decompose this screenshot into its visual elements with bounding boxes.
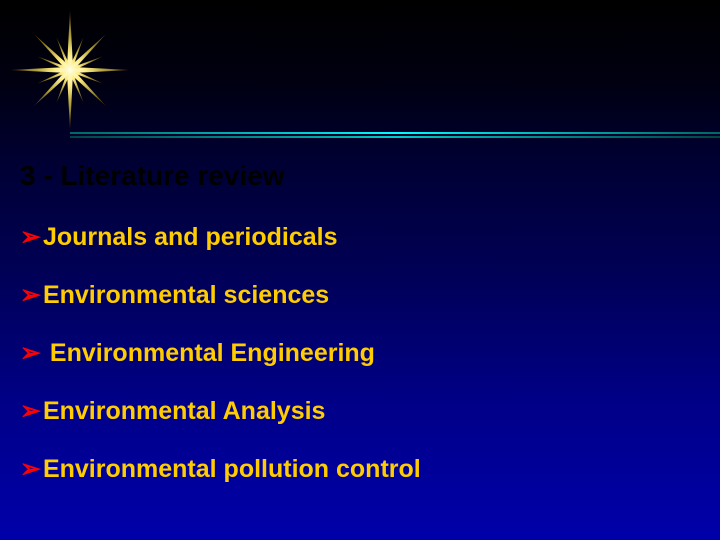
bullet-leading-space	[43, 339, 50, 368]
bullet-arrow-icon: ➢	[20, 396, 41, 426]
bullet-arrow-icon: ➢	[20, 222, 41, 252]
bullet-text: Journals and periodicals	[43, 223, 338, 252]
starburst-decoration	[10, 10, 130, 130]
bullet-text: Environmental Engineering	[50, 339, 375, 368]
bullet-text: Environmental pollution control	[43, 455, 421, 484]
list-item: ➢ Environmental Engineering	[20, 338, 700, 368]
bullet-arrow-icon: ➢	[20, 454, 41, 484]
list-item: ➢ Journals and periodicals	[20, 222, 700, 252]
slide-title: 3 - Literature review	[20, 160, 700, 192]
title-text: 3 - Literature review	[20, 160, 285, 191]
divider-line	[70, 132, 720, 138]
slide-content: 3 - Literature review ➢ Journals and per…	[20, 160, 700, 512]
bullet-arrow-icon: ➢	[20, 338, 41, 368]
bullet-list: ➢ Journals and periodicals ➢ Environment…	[20, 222, 700, 484]
list-item: ➢ Environmental Analysis	[20, 396, 700, 426]
list-item: ➢ Environmental sciences	[20, 280, 700, 310]
bullet-text: Environmental Analysis	[43, 397, 326, 426]
bullet-text: Environmental sciences	[43, 281, 329, 310]
bullet-arrow-icon: ➢	[20, 280, 41, 310]
list-item: ➢ Environmental pollution control	[20, 454, 700, 484]
